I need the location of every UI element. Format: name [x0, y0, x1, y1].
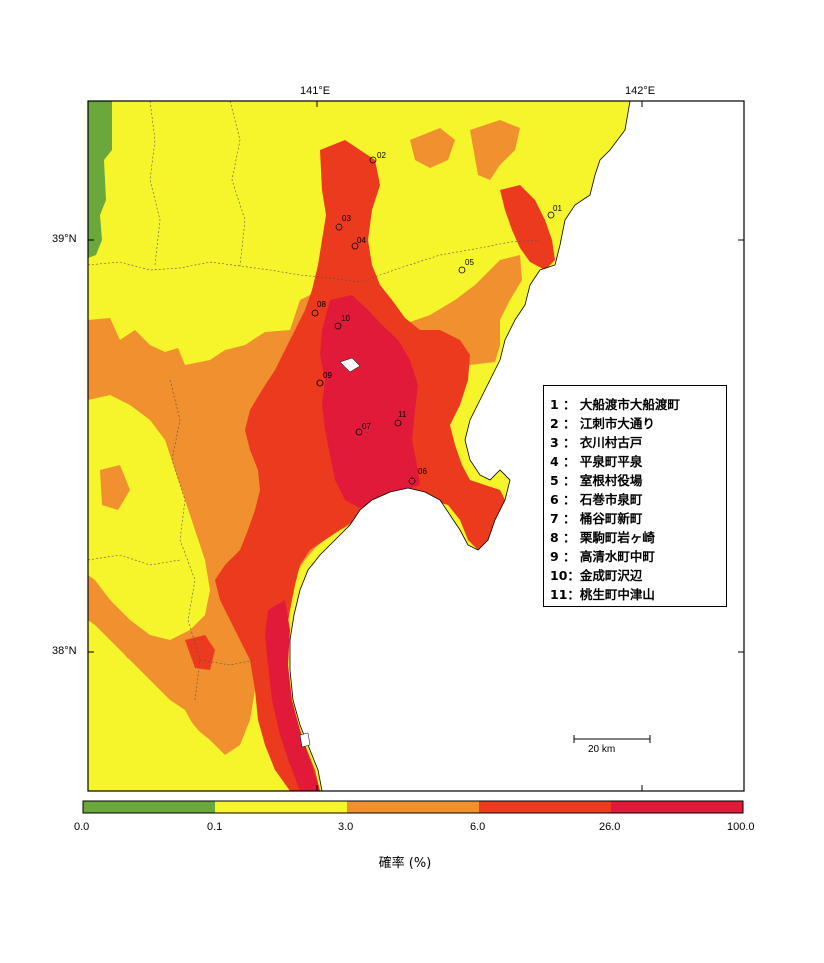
legend-item: 3 ： 衣川村古戸 [550, 435, 643, 450]
site-marker-01 [547, 211, 555, 219]
zone-red-northeast [500, 185, 555, 270]
scale-bar [573, 735, 651, 743]
site-marker-11 [394, 419, 402, 427]
lon-tick-142: 142°E [625, 85, 656, 97]
site-label-07: 07 [362, 422, 371, 431]
legend-item: 7 ： 桶谷町新町 [550, 511, 643, 526]
map-frame [87, 100, 745, 792]
zone-yellow-west-inner [88, 395, 210, 640]
legend-item: 4 ： 平泉町平泉 [550, 454, 643, 469]
colorbar [82, 800, 744, 814]
site-label-05: 05 [465, 258, 474, 267]
site-marker-05 [458, 266, 466, 274]
zone-crimson-core [320, 295, 420, 508]
colorbar-tick: 26.0 [599, 821, 621, 833]
site-label-10: 10 [341, 314, 350, 323]
colorbar-segment-4 [611, 801, 743, 813]
lat-tick-39: 39°N [52, 233, 77, 245]
coastline [289, 101, 631, 791]
legend-item: 5 ： 室根村役場 [550, 473, 643, 488]
site-marker-10 [334, 322, 342, 330]
site-markers [311, 156, 555, 485]
site-marker-04 [351, 242, 359, 250]
boundaries [88, 101, 541, 701]
site-marker-03 [335, 223, 343, 231]
site-label-04: 04 [357, 236, 366, 245]
site-legend: 1 ： 大船渡市大船渡町 2 ： 江刺市大通り 3 ： 衣川村古戸 4 ： 平泉… [543, 385, 727, 607]
legend-item: 11：桃生町中津山 [550, 587, 655, 602]
zone-red-west-patch [185, 635, 215, 670]
site-label-06: 06 [418, 467, 427, 476]
site-marker-02 [369, 156, 377, 164]
colorbar-tick: 0.0 [74, 821, 90, 833]
colorbar-frame [82, 800, 744, 814]
legend-item: 6 ： 石巻市泉町 [550, 492, 643, 507]
site-label-11: 11 [398, 410, 407, 419]
colorbar-title: 確率 (%) [378, 856, 432, 871]
site-marker-07 [355, 428, 363, 436]
site-marker-09 [316, 379, 324, 387]
site-marker-08 [311, 309, 319, 317]
scale-bar-label: 20 km [588, 744, 616, 755]
zone-yellow-southwest [88, 630, 265, 791]
legend-item: 9 ： 高清水町中町 [550, 549, 655, 564]
colorbar-tick: 0.1 [207, 821, 223, 833]
site-label-03: 03 [342, 214, 351, 223]
legend-item: 1 ： 大船渡市大船渡町 [550, 397, 680, 412]
lake-2 [299, 732, 311, 748]
colorbar-segment-1 [215, 801, 347, 813]
sea-pacific [290, 101, 744, 791]
lake-1 [339, 357, 361, 373]
legend-item: 8 ： 栗駒町岩ヶ崎 [550, 530, 655, 545]
zone-green-northwest [88, 101, 112, 258]
colorbar-tick: 100.0 [727, 821, 755, 833]
site-label-01: 01 [553, 204, 562, 213]
colorbar-segment-3 [479, 801, 611, 813]
zone-orange-west-patch [100, 465, 130, 510]
legend-item: 2 ： 江刺市大通り [550, 416, 655, 431]
site-marker-06 [408, 477, 416, 485]
frame-ticks [88, 101, 744, 791]
lon-tick-141: 141°E [300, 85, 331, 97]
colorbar-tick: 6.0 [470, 821, 486, 833]
zone-orange-north-patch [410, 128, 455, 168]
colorbar-segment-0 [83, 801, 215, 813]
colorbar-tick: 3.0 [338, 821, 354, 833]
colorbar-segment-2 [347, 801, 479, 813]
zone-crimson-coast [265, 600, 320, 791]
lat-tick-38: 38°N [52, 645, 77, 657]
site-label-08: 08 [317, 300, 326, 309]
zone-orange-northeast [470, 120, 520, 180]
site-label-09: 09 [323, 371, 332, 380]
legend-item: 10：金成町沢辺 [550, 568, 643, 583]
site-label-02: 02 [377, 151, 386, 160]
